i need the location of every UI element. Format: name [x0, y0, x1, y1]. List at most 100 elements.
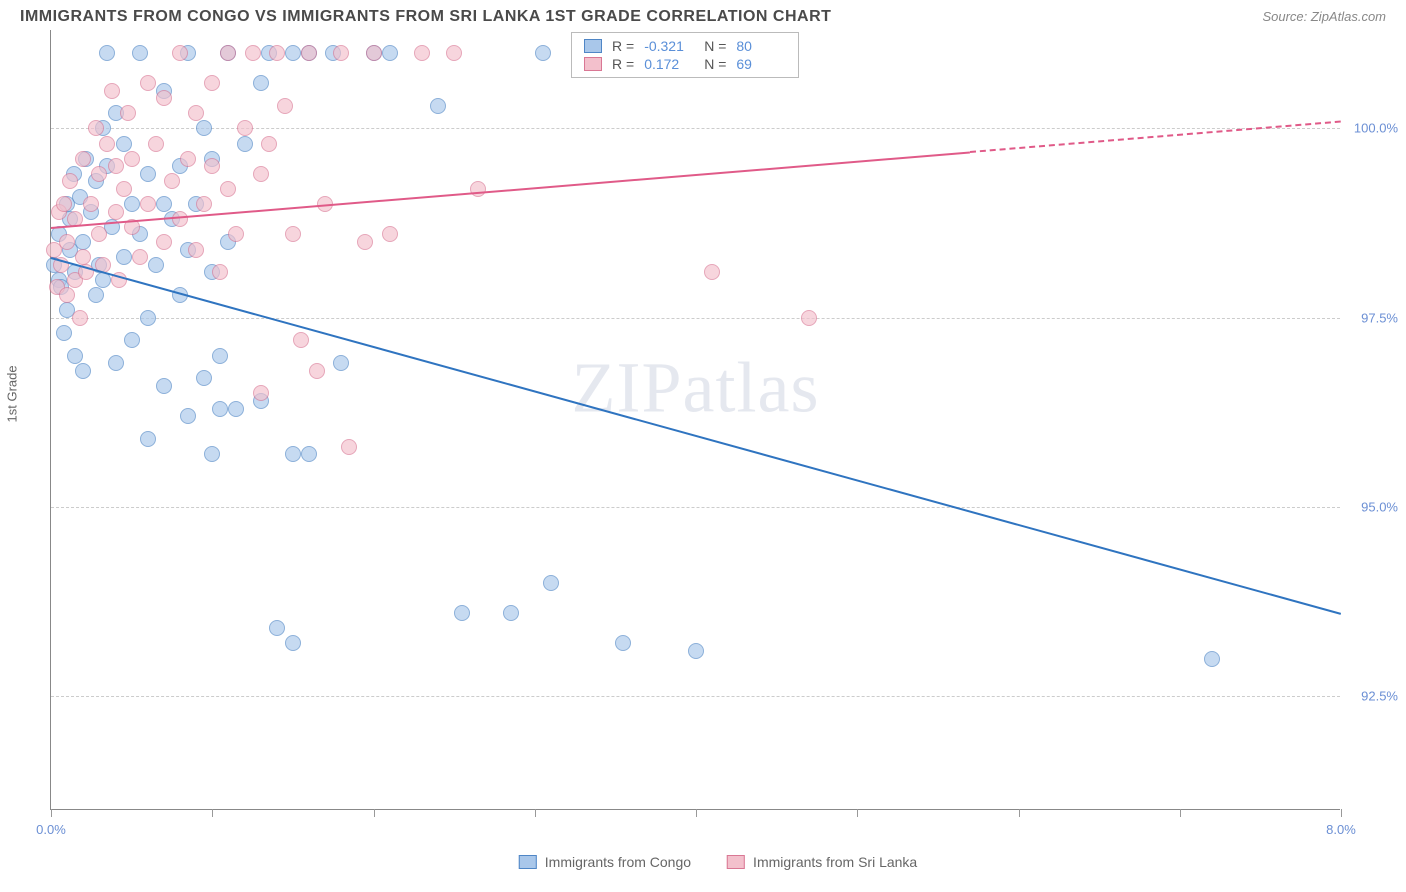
data-point [140, 196, 156, 212]
n-label: N = [704, 38, 726, 54]
x-tick-label: 8.0% [1326, 822, 1356, 837]
data-point [212, 401, 228, 417]
legend-item: Immigrants from Congo [519, 854, 691, 870]
data-point [59, 234, 75, 250]
data-point [277, 98, 293, 114]
data-point [228, 401, 244, 417]
data-point [220, 181, 236, 197]
data-point [801, 310, 817, 326]
data-point [285, 446, 301, 462]
data-point [188, 105, 204, 121]
data-point [83, 196, 99, 212]
data-point [470, 181, 486, 197]
gridline-h [51, 696, 1340, 697]
data-point [156, 90, 172, 106]
data-point [56, 325, 72, 341]
data-point [124, 196, 140, 212]
data-point [156, 378, 172, 394]
data-point [124, 151, 140, 167]
data-point [88, 287, 104, 303]
r-label: R = [612, 38, 634, 54]
data-point [108, 355, 124, 371]
data-point [116, 249, 132, 265]
r-value: 0.172 [644, 56, 694, 72]
data-point [446, 45, 462, 61]
data-point [108, 158, 124, 174]
data-point [59, 287, 75, 303]
series-swatch [584, 39, 602, 53]
data-point [172, 45, 188, 61]
n-label: N = [704, 56, 726, 72]
data-point [293, 332, 309, 348]
legend-bottom: Immigrants from Congo Immigrants from Sri… [519, 854, 917, 870]
y-axis-label: 1st Grade [5, 365, 20, 422]
data-point [204, 75, 220, 91]
legend-label: Immigrants from Sri Lanka [753, 854, 917, 870]
data-point [237, 136, 253, 152]
data-point [132, 45, 148, 61]
n-value: 80 [736, 38, 786, 54]
data-point [382, 45, 398, 61]
data-point [220, 45, 236, 61]
chart-header: IMMIGRANTS FROM CONGO VS IMMIGRANTS FROM… [0, 0, 1406, 30]
data-point [56, 196, 72, 212]
data-point [196, 370, 212, 386]
data-point [1204, 651, 1220, 667]
r-value: -0.321 [644, 38, 694, 54]
x-tick [1180, 809, 1181, 817]
data-point [253, 166, 269, 182]
series-swatch [727, 855, 745, 869]
data-point [188, 242, 204, 258]
series-swatch [584, 57, 602, 71]
data-point [196, 120, 212, 136]
data-point [75, 234, 91, 250]
data-point [309, 363, 325, 379]
data-point [261, 136, 277, 152]
data-point [196, 196, 212, 212]
data-point [75, 249, 91, 265]
data-point [140, 431, 156, 447]
x-tick [1341, 809, 1342, 817]
data-point [269, 620, 285, 636]
data-point [120, 105, 136, 121]
data-point [132, 249, 148, 265]
data-point [285, 45, 301, 61]
data-point [285, 635, 301, 651]
data-point [688, 643, 704, 659]
data-point [156, 196, 172, 212]
x-tick [535, 809, 536, 817]
gridline-h [51, 318, 1340, 319]
x-tick [51, 809, 52, 817]
data-point [285, 226, 301, 242]
legend-item: Immigrants from Sri Lanka [727, 854, 917, 870]
chart-title: IMMIGRANTS FROM CONGO VS IMMIGRANTS FROM… [20, 8, 831, 26]
data-point [333, 45, 349, 61]
data-point [104, 83, 120, 99]
data-point [72, 310, 88, 326]
data-point [269, 45, 285, 61]
stats-row: R = -0.321 N = 80 [584, 37, 786, 55]
data-point [414, 45, 430, 61]
chart-area: 1st Grade ZIPatlas R =-0.321N =80R =0.17… [50, 30, 1386, 840]
x-tick [374, 809, 375, 817]
data-point [148, 257, 164, 273]
data-point [430, 98, 446, 114]
data-point [88, 120, 104, 136]
data-point [164, 173, 180, 189]
data-point [116, 136, 132, 152]
data-point [366, 45, 382, 61]
data-point [99, 136, 115, 152]
data-point [237, 120, 253, 136]
data-point [62, 173, 78, 189]
data-point [180, 151, 196, 167]
stats-legend-box: R =-0.321N =80R =0.172N =69 [571, 32, 799, 78]
data-point [212, 264, 228, 280]
data-point [156, 234, 172, 250]
data-point [357, 234, 373, 250]
watermark: ZIPatlas [572, 347, 820, 430]
data-point [204, 158, 220, 174]
data-point [333, 355, 349, 371]
data-point [91, 226, 107, 242]
stats-row: R =0.172N =69 [584, 55, 786, 73]
data-point [91, 166, 107, 182]
